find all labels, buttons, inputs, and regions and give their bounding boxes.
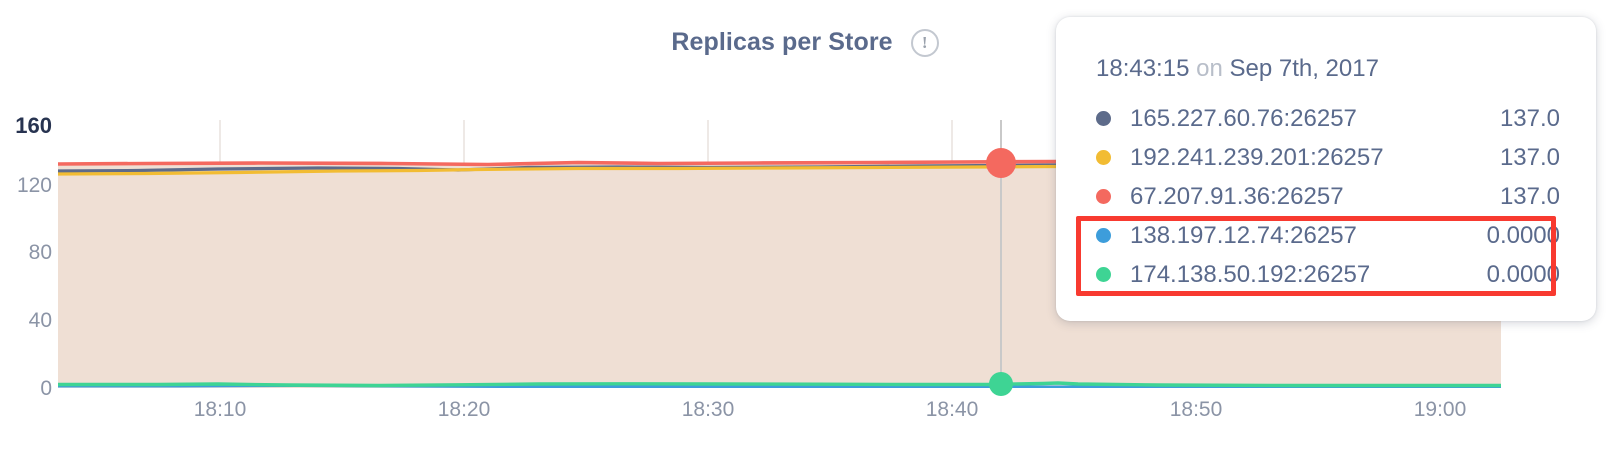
- series-line-174-138-50-192: [58, 381, 1501, 388]
- hover-cursor-line: [1000, 120, 1002, 390]
- x-tick-label: 18:30: [681, 398, 735, 421]
- tooltip-row-label: 138.197.12.74:26257: [1130, 221, 1357, 249]
- tooltip-row: 165.227.60.76:26257 137.0: [1096, 99, 1560, 138]
- y-tick-label: 80: [28, 241, 52, 264]
- y-tick-label: 0: [40, 377, 52, 400]
- tooltip-series-list: 165.227.60.76:26257 137.0 192.241.239.20…: [1096, 99, 1560, 294]
- tooltip-date: Sep 7th, 2017: [1229, 55, 1379, 82]
- tooltip-row-value: 0.0000: [1486, 260, 1560, 288]
- tooltip-row: 174.138.50.192:26257 0.0000: [1096, 255, 1560, 294]
- tooltip-connector: on: [1196, 55, 1223, 82]
- tooltip-time: 18:43:15: [1096, 55, 1190, 82]
- x-tick-label: 19:00: [1413, 398, 1467, 421]
- tooltip-row-label: 165.227.60.76:26257: [1130, 104, 1357, 132]
- hover-point-67-207-91-36: [986, 148, 1016, 178]
- legend-dot-icon: [1096, 189, 1111, 204]
- tooltip-row-value: 137.0: [1499, 104, 1560, 132]
- y-tick-label: 40: [28, 309, 52, 332]
- tooltip-row-value: 137.0: [1499, 143, 1560, 171]
- x-tick-label: 18:10: [193, 398, 247, 421]
- x-tick-label: 18:40: [925, 398, 979, 421]
- legend-dot-icon: [1096, 150, 1111, 165]
- tooltip-row: 192.241.239.201:26257 137.0: [1096, 138, 1560, 177]
- tooltip-row-label: 192.241.239.201:26257: [1130, 143, 1384, 171]
- exclamation-circle-icon[interactable]: !: [910, 28, 939, 57]
- x-axis: 18:10 18:20 18:30 18:40 18:50 19:00: [0, 398, 1610, 438]
- x-tick-label: 18:20: [437, 398, 491, 421]
- tooltip-row: 67.207.91.36:26257 137.0: [1096, 177, 1560, 216]
- tooltip-row-value: 137.0: [1499, 182, 1560, 210]
- tooltip-row-label: 67.207.91.36:26257: [1130, 182, 1344, 210]
- x-tick-label: 18:50: [1169, 398, 1223, 421]
- y-tick-label: 160: [15, 113, 52, 138]
- hover-tooltip: 18:43:15 on Sep 7th, 2017 165.227.60.76:…: [1056, 17, 1596, 321]
- tooltip-row-label: 174.138.50.192:26257: [1130, 260, 1371, 288]
- y-axis: 160 120 80 40 0: [0, 0, 52, 473]
- legend-dot-icon: [1096, 111, 1111, 126]
- legend-dot-icon: [1096, 267, 1111, 282]
- tooltip-timestamp: 18:43:15 on Sep 7th, 2017: [1096, 55, 1560, 83]
- page-title: Replicas per Store: [671, 28, 893, 56]
- legend-dot-icon: [1096, 228, 1111, 243]
- y-tick-label: 120: [16, 174, 52, 197]
- tooltip-row: 138.197.12.74:26257 0.0000: [1096, 216, 1560, 255]
- hover-point-174-138-50-192: [989, 372, 1013, 396]
- tooltip-row-value: 0.0000: [1486, 221, 1560, 249]
